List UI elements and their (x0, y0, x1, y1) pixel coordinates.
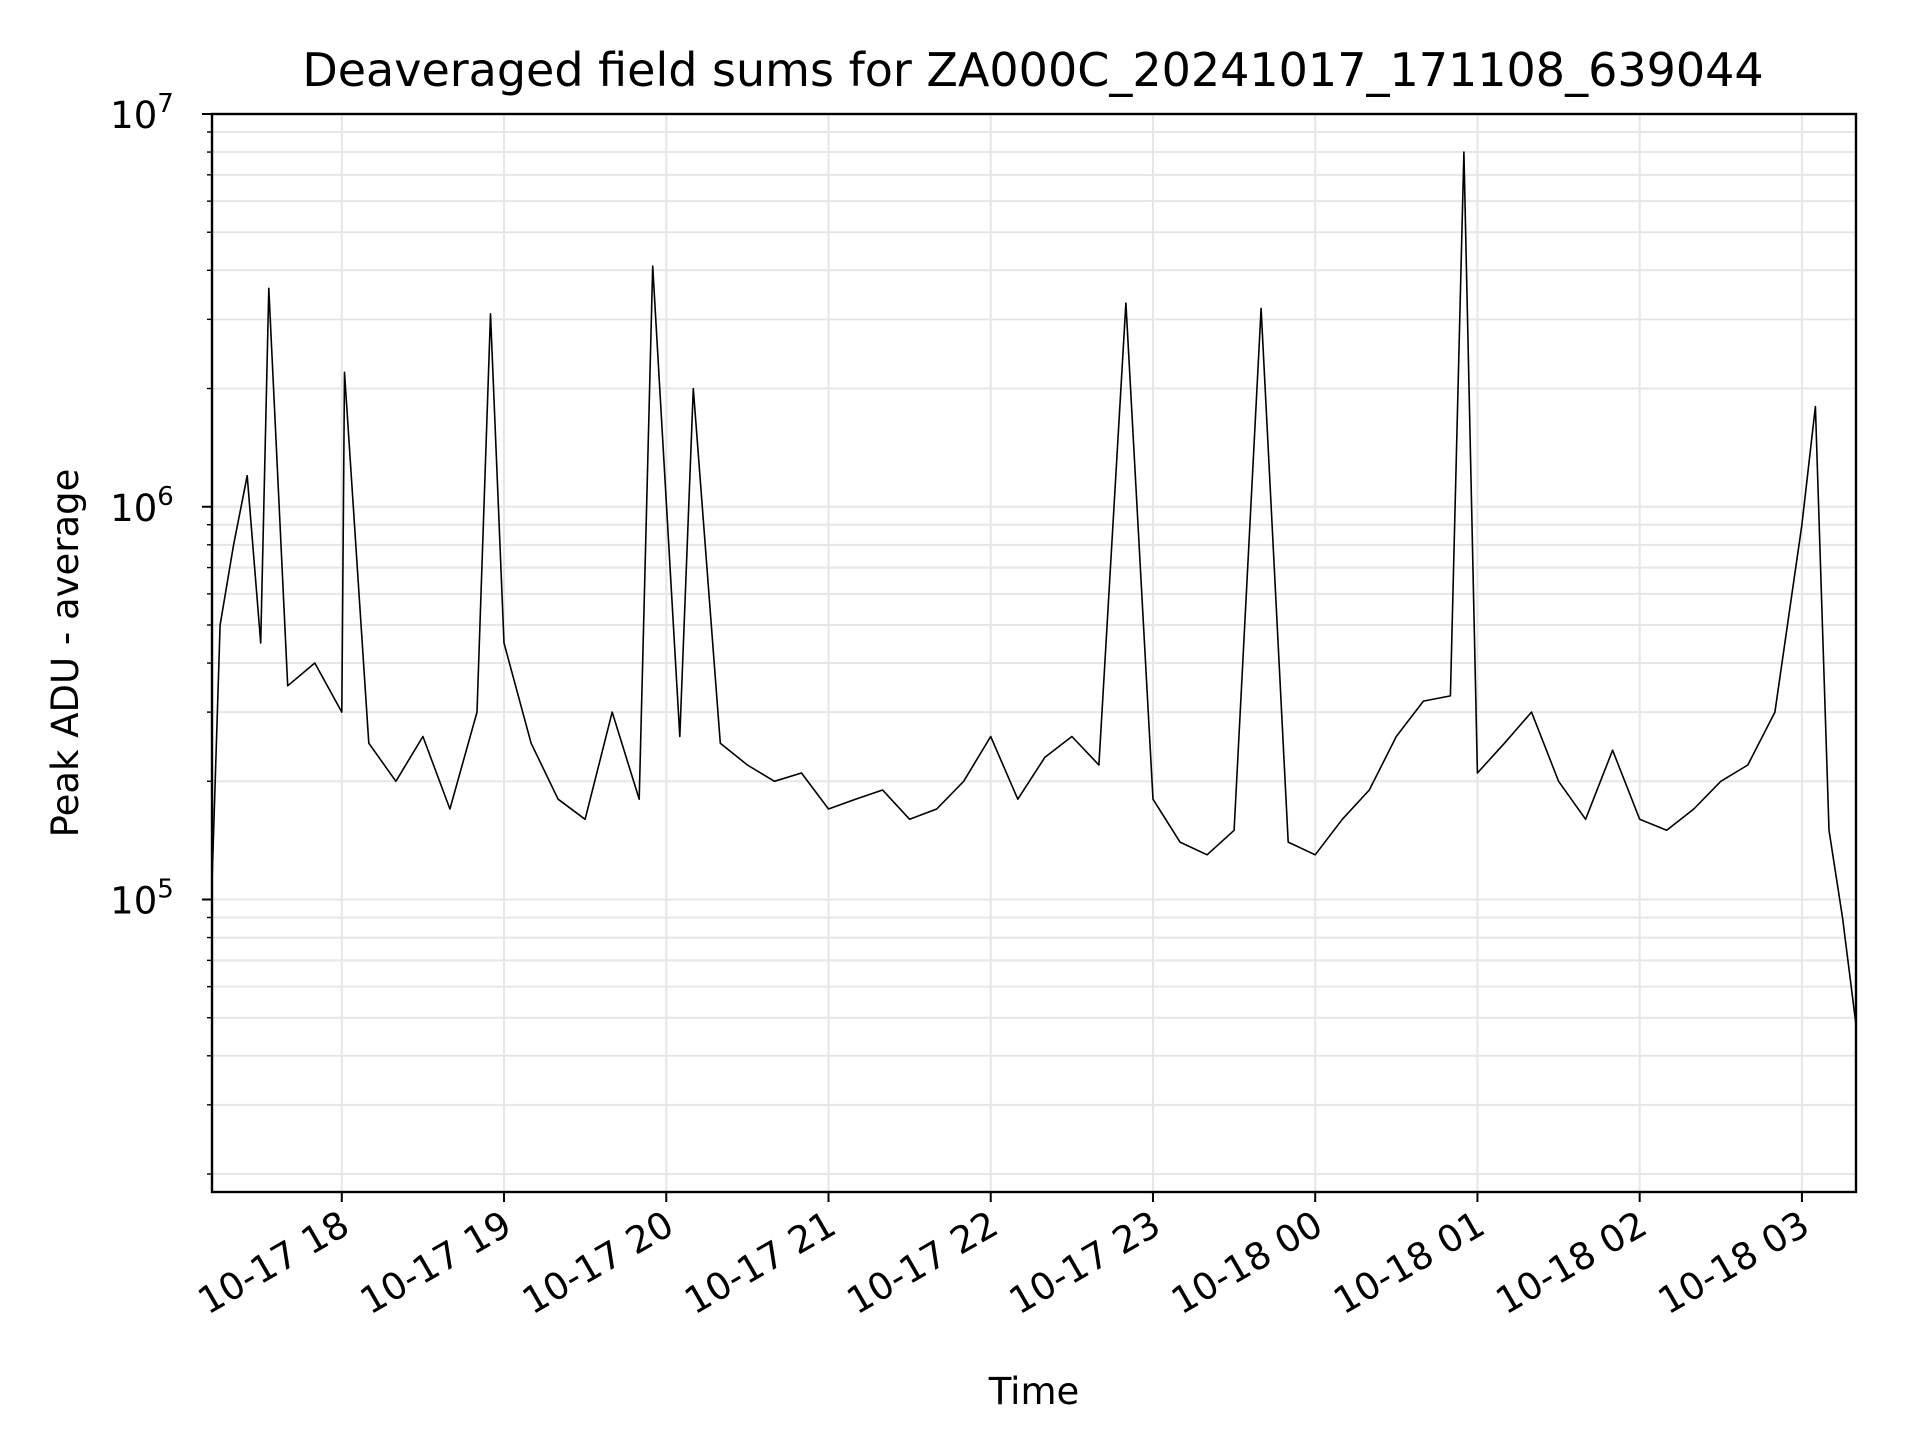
data-series-line (211, 151, 1857, 1025)
y-tick-label: 106 (110, 482, 174, 530)
plot-frame (210, 112, 1858, 1194)
chart-title: Deaveraged field sums for ZA000C_2024101… (302, 43, 1763, 97)
y-tick-label-exponent: 7 (157, 89, 174, 119)
y-axis-label: Peak ADU - average (44, 469, 87, 838)
y-tick-label: 105 (110, 875, 174, 923)
y-tick-label-base: 10 (110, 487, 157, 530)
y-tick-label: 107 (110, 89, 174, 137)
y-tick-label-exponent: 6 (157, 482, 174, 512)
grid-layer (212, 113, 1856, 1192)
x-axis-label: Time (988, 1370, 1080, 1413)
y-tick-label-exponent: 5 (157, 875, 174, 905)
series-layer (211, 151, 1857, 1025)
y-tick-label-base: 10 (110, 880, 157, 923)
y-tick-label-base: 10 (110, 94, 157, 137)
